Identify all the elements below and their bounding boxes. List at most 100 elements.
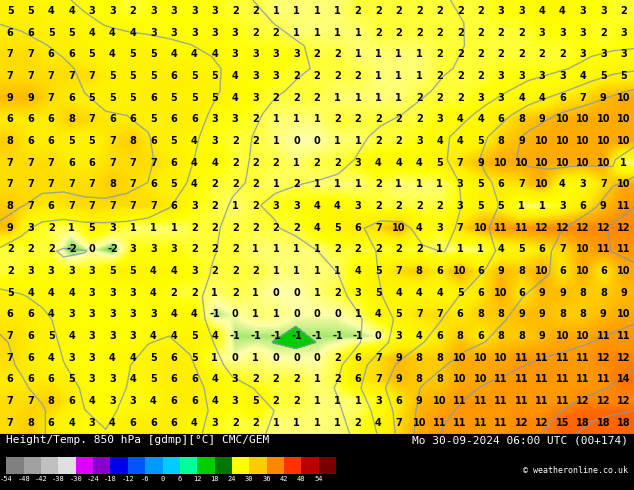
Text: 7: 7 <box>89 114 95 124</box>
Text: 4: 4 <box>109 418 116 428</box>
Text: 1: 1 <box>314 245 320 254</box>
Text: 6: 6 <box>477 331 484 341</box>
Text: 9: 9 <box>7 222 13 233</box>
Text: 2: 2 <box>211 222 218 233</box>
Text: 10: 10 <box>515 158 528 168</box>
Text: 7: 7 <box>129 179 136 189</box>
Text: 9: 9 <box>396 374 402 385</box>
Text: 8: 8 <box>600 288 607 298</box>
Bar <box>75 457 93 474</box>
Text: 2: 2 <box>232 266 238 276</box>
Text: 3: 3 <box>68 266 75 276</box>
Text: 36: 36 <box>262 476 271 483</box>
Text: 10: 10 <box>617 266 631 276</box>
Text: 1: 1 <box>354 396 361 406</box>
Text: 4: 4 <box>150 266 157 276</box>
Text: 0: 0 <box>293 288 300 298</box>
Text: 1: 1 <box>293 114 300 124</box>
Text: 10: 10 <box>576 331 590 341</box>
Text: 10: 10 <box>495 353 508 363</box>
Text: 10: 10 <box>413 418 426 428</box>
Text: Mo 30-09-2024 06:00 UTC (00+174): Mo 30-09-2024 06:00 UTC (00+174) <box>411 435 628 445</box>
Text: 2: 2 <box>211 266 218 276</box>
Text: 11: 11 <box>495 222 508 233</box>
Text: 3: 3 <box>89 6 95 16</box>
Bar <box>23 457 41 474</box>
Text: 1: 1 <box>354 136 361 146</box>
Text: 8: 8 <box>27 418 34 428</box>
Text: 5: 5 <box>252 396 259 406</box>
Text: 3: 3 <box>150 245 157 254</box>
Text: 2: 2 <box>354 114 361 124</box>
Text: 4: 4 <box>375 418 382 428</box>
Text: 1: 1 <box>314 288 320 298</box>
Text: 2: 2 <box>334 71 341 81</box>
Text: 6: 6 <box>68 158 75 168</box>
Text: 2: 2 <box>252 136 259 146</box>
Text: 5: 5 <box>211 71 218 81</box>
Text: 2: 2 <box>252 266 259 276</box>
Text: -42: -42 <box>35 476 48 483</box>
Text: 7: 7 <box>150 158 157 168</box>
Text: 9: 9 <box>7 93 13 102</box>
Text: 5: 5 <box>375 266 382 276</box>
Text: 5: 5 <box>129 93 136 102</box>
Text: 11: 11 <box>453 396 467 406</box>
Text: 2: 2 <box>232 136 238 146</box>
Text: 9: 9 <box>27 93 34 102</box>
Text: 10: 10 <box>597 158 610 168</box>
Text: -38: -38 <box>52 476 65 483</box>
Text: 4: 4 <box>129 353 136 363</box>
Text: 2: 2 <box>518 27 525 38</box>
Text: 5: 5 <box>7 6 13 16</box>
Text: 2: 2 <box>456 6 463 16</box>
Text: 6: 6 <box>171 418 178 428</box>
Text: 2: 2 <box>252 6 259 16</box>
Text: 2: 2 <box>191 245 198 254</box>
Text: 11: 11 <box>495 418 508 428</box>
Bar <box>110 457 128 474</box>
Text: 6: 6 <box>48 418 55 428</box>
Text: 4: 4 <box>48 353 55 363</box>
Text: 3: 3 <box>293 49 300 59</box>
Text: Height/Temp. 850 hPa [gdmp][°C] CMC/GEM: Height/Temp. 850 hPa [gdmp][°C] CMC/GEM <box>6 435 269 445</box>
Text: 4: 4 <box>498 245 505 254</box>
Text: 7: 7 <box>27 179 34 189</box>
Text: 4: 4 <box>416 158 423 168</box>
Text: 10: 10 <box>474 222 488 233</box>
Text: 7: 7 <box>150 201 157 211</box>
Text: 10: 10 <box>597 136 610 146</box>
Text: 8: 8 <box>559 309 566 319</box>
Text: 6: 6 <box>48 49 55 59</box>
Text: 2: 2 <box>396 245 402 254</box>
Text: 2: 2 <box>621 6 627 16</box>
Text: 1: 1 <box>354 49 361 59</box>
Text: 6: 6 <box>354 353 361 363</box>
Text: 10: 10 <box>576 266 590 276</box>
Text: 4: 4 <box>171 49 178 59</box>
Text: 2: 2 <box>416 93 423 102</box>
Text: 10: 10 <box>617 93 631 102</box>
Text: 0: 0 <box>232 353 238 363</box>
Text: 3: 3 <box>68 353 75 363</box>
Text: 1: 1 <box>334 179 341 189</box>
Text: 2: 2 <box>436 6 443 16</box>
Text: 3: 3 <box>171 6 178 16</box>
Text: 5: 5 <box>150 49 157 59</box>
Text: 6: 6 <box>27 114 34 124</box>
Text: 11: 11 <box>515 396 528 406</box>
Text: 10: 10 <box>576 158 590 168</box>
Bar <box>58 457 75 474</box>
Text: 7: 7 <box>518 179 525 189</box>
Text: 10: 10 <box>535 179 548 189</box>
Text: 4: 4 <box>579 71 586 81</box>
Text: 8: 8 <box>129 136 136 146</box>
Text: 2: 2 <box>498 27 505 38</box>
Text: 2: 2 <box>211 201 218 211</box>
Text: 1: 1 <box>354 179 361 189</box>
Text: 6: 6 <box>600 266 607 276</box>
Text: 4: 4 <box>396 158 402 168</box>
Text: 6: 6 <box>354 374 361 385</box>
Text: 10: 10 <box>495 158 508 168</box>
Text: 10: 10 <box>576 114 590 124</box>
